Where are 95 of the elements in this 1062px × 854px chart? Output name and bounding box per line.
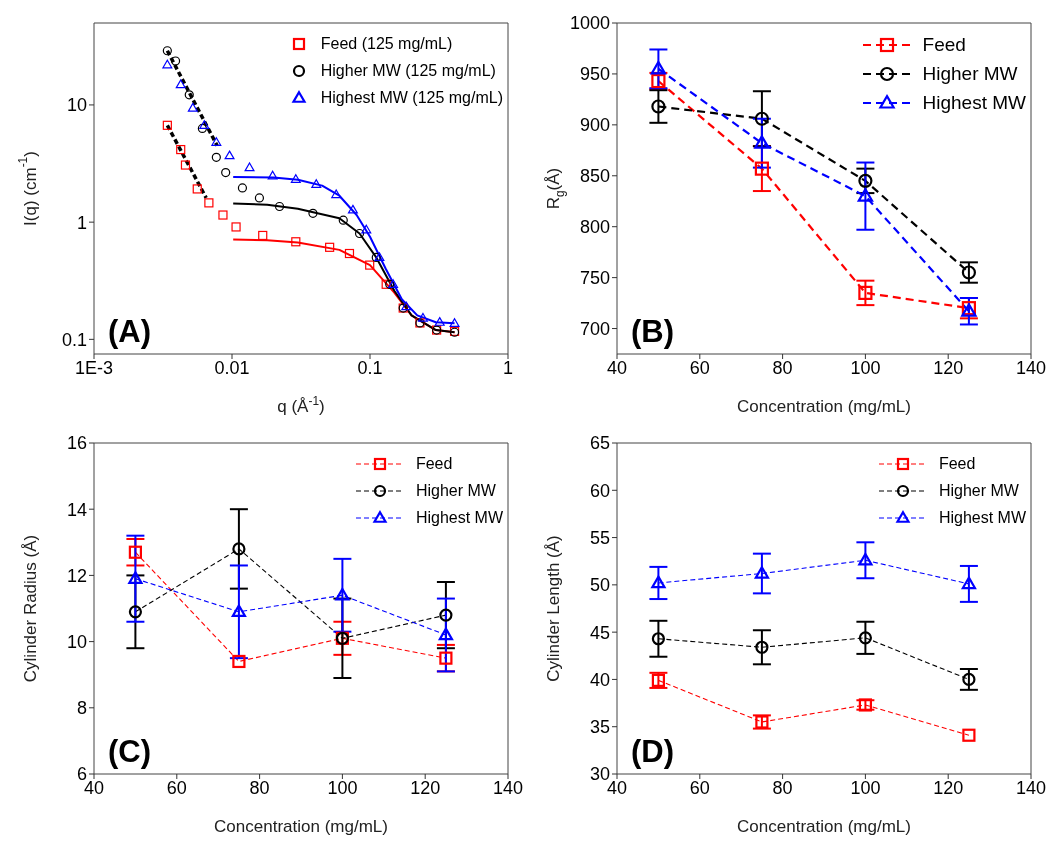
y-tick-label: 10 [66, 95, 87, 116]
x-tick-label: 120 [410, 777, 441, 798]
y-tick-label: 35 [589, 717, 610, 738]
annotation: (A) [108, 314, 152, 350]
legend-label: Higher MW [922, 62, 1018, 85]
legend-label: Highest MW [415, 508, 503, 527]
point [651, 673, 665, 687]
legend-label: Higher MW (125 mg/mL) [320, 61, 496, 80]
point [755, 640, 769, 654]
point [128, 545, 142, 559]
annotation: (B) [631, 314, 675, 350]
point [335, 587, 350, 601]
y-tick-label: 6 [76, 764, 87, 785]
legend-label: Higher MW [938, 481, 1019, 500]
y-tick-label: 60 [589, 480, 610, 501]
point [858, 552, 873, 566]
y-tick-label: 700 [579, 318, 610, 339]
x-tick-label: 120 [933, 777, 964, 798]
x-axis-title: q (Å$^{-1}$) [277, 394, 325, 416]
x-tick-label: 60 [166, 777, 187, 798]
y-tick-label: 850 [579, 166, 610, 187]
y-tick-label: 10 [66, 631, 87, 652]
y-tick-label: 950 [579, 64, 610, 85]
x-tick-label: 100 [327, 777, 358, 798]
y-tick-label: 750 [579, 268, 610, 289]
point [857, 188, 874, 202]
x-tick-label: 0.1 [357, 357, 383, 378]
y-tick-label: 16 [66, 433, 87, 454]
y-axis-title: Cylinder Radius (Å) [20, 534, 40, 683]
point [232, 542, 246, 556]
y-axis-title: Cylinder Length (Å) [543, 535, 563, 682]
x-tick-label: 100 [850, 357, 881, 378]
y-tick-label: 8 [76, 698, 87, 719]
y-tick-label: 900 [579, 115, 610, 136]
legend-label: Higher MW [415, 481, 496, 500]
x-tick-label: 80 [772, 777, 793, 798]
point [651, 99, 666, 114]
point [438, 627, 454, 641]
x-tick-label: 60 [689, 357, 710, 378]
y-tick-label: 50 [589, 575, 610, 596]
x-tick-label: 100 [850, 777, 881, 798]
x-tick-label: 140 [492, 777, 524, 798]
point [128, 605, 142, 619]
legend-label: Highest MW (125 mg/mL) [320, 88, 503, 107]
y-tick-label: 14 [66, 499, 87, 520]
point [858, 698, 872, 712]
x-tick-label: 0.01 [214, 357, 250, 378]
x-axis-title: Concentration (mg/mL) [214, 817, 388, 836]
point [754, 566, 770, 579]
point [962, 728, 976, 742]
point [754, 111, 769, 126]
point [961, 576, 977, 590]
y-tick-label: 12 [66, 565, 87, 586]
legend-label: Feed (125 mg/mL) [320, 34, 453, 53]
point [650, 60, 667, 75]
point [754, 161, 769, 176]
y-tick-label: 0.1 [61, 329, 87, 350]
y-tick-label: 1 [76, 212, 87, 233]
x-axis-title: Concentration (mg/mL) [737, 817, 911, 836]
legend-label: Feed [415, 454, 453, 473]
x-tick-label: 40 [606, 357, 628, 378]
point [858, 173, 873, 188]
legend-label: Highest MW [922, 91, 1026, 114]
x-tick-label: 120 [933, 357, 964, 378]
y-tick-label: 45 [589, 622, 610, 643]
x-tick-label: 1E-3 [74, 357, 114, 378]
point [651, 575, 666, 589]
y-tick-label: 65 [589, 433, 610, 454]
x-tick-label: 80 [772, 357, 793, 378]
y-tick-label: 30 [589, 764, 610, 785]
annotation: (D) [631, 734, 675, 770]
point [439, 608, 453, 622]
annotation: (C) [108, 734, 152, 770]
point [754, 135, 770, 149]
y-tick-label: 40 [589, 669, 610, 690]
x-tick-label: 140 [1015, 357, 1047, 378]
point [439, 651, 453, 665]
point [858, 285, 873, 300]
legend-label: Highest MW [938, 508, 1026, 527]
y-tick-label: 1000 [569, 13, 610, 34]
y-tick-label: 800 [579, 217, 610, 238]
x-tick-label: 140 [1015, 777, 1047, 798]
point [858, 631, 872, 645]
point [651, 632, 665, 646]
point [755, 715, 769, 729]
x-axis-title: Concentration (mg/mL) [737, 397, 911, 416]
x-tick-label: 1 [502, 357, 514, 378]
point [231, 604, 247, 618]
point [232, 654, 246, 669]
legend-label: Feed [938, 454, 976, 473]
x-tick-label: 60 [689, 777, 710, 798]
point [128, 571, 143, 584]
legend-label: Feed [922, 33, 966, 56]
x-tick-label: 80 [249, 777, 270, 798]
y-tick-label: 55 [589, 527, 610, 548]
